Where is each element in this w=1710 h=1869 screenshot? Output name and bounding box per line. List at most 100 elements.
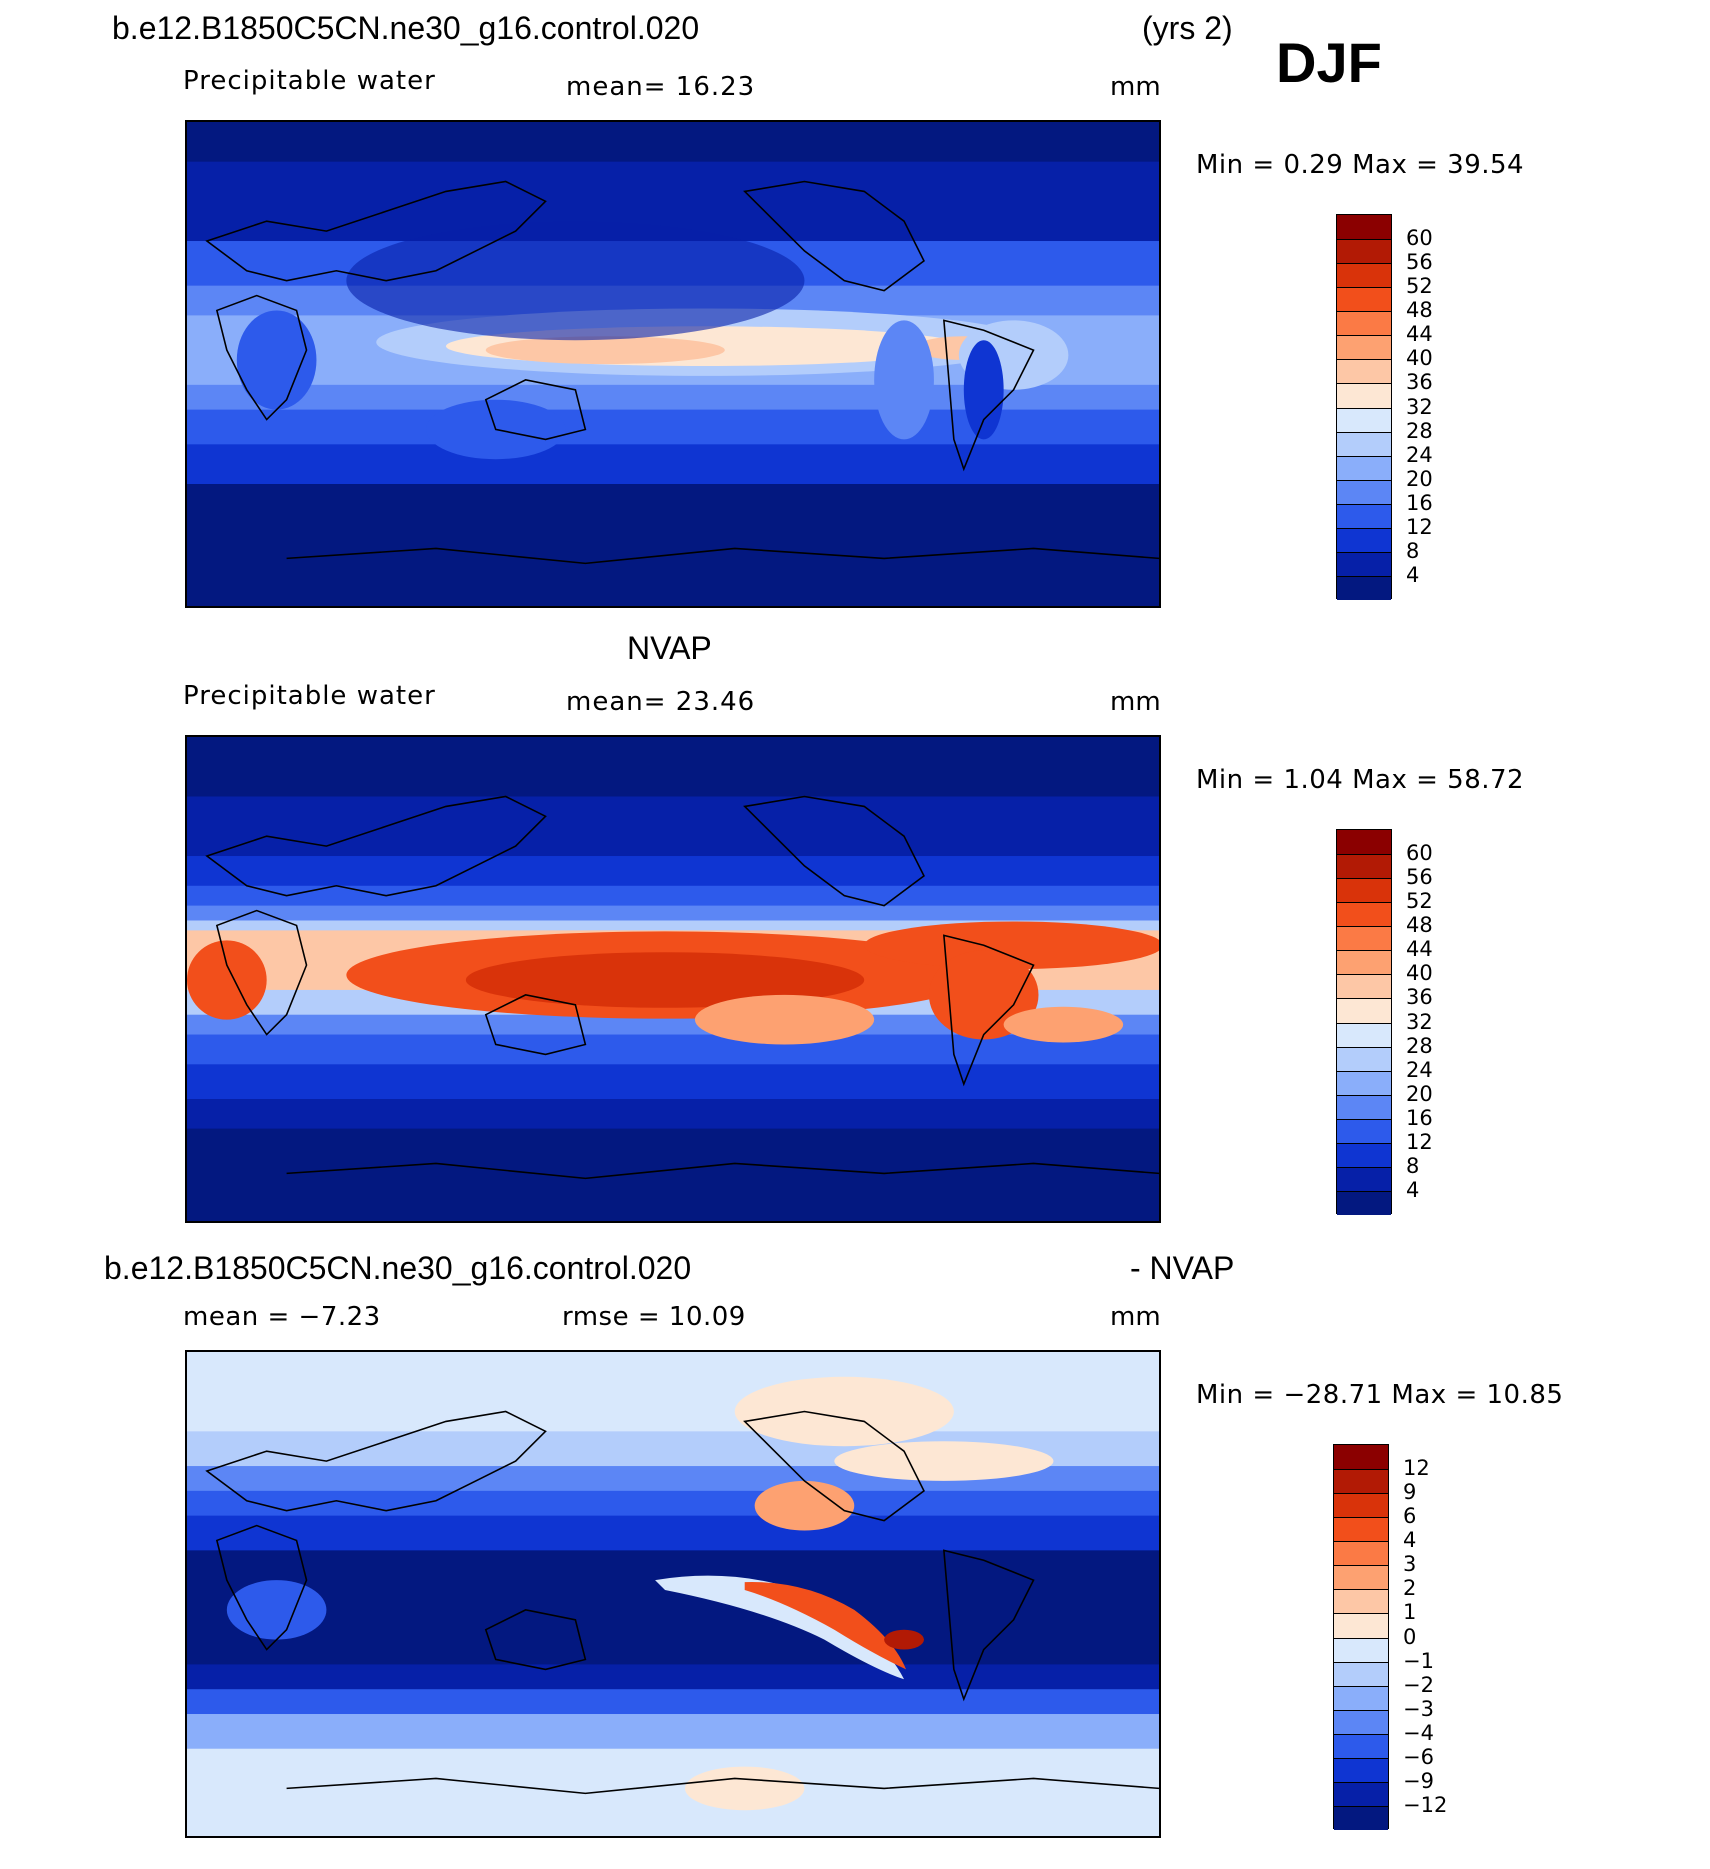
colorbar-tick-label: 52 [1406,274,1433,299]
colorbar-tick-label: 36 [1406,985,1433,1010]
colorbar-tick-label: 28 [1406,418,1433,443]
colorbar-box [1334,1805,1388,1830]
colorbar-tick-label: 8 [1406,1153,1420,1178]
colorbar-box [1337,575,1391,600]
colorbar-tick-label: 40 [1406,961,1433,986]
panel1-mean: mean= 16.23 [566,72,756,102]
colorbar-tick-label: 24 [1406,1057,1433,1082]
panel1-map-svg [187,122,1159,606]
colorbar-box [1337,854,1391,879]
colorbar-box [1334,1661,1388,1686]
colorbar-tick-label: 20 [1406,1081,1433,1106]
colorbar-tick-label: 60 [1406,226,1433,251]
panel2-map [185,735,1161,1223]
case-title: b.e12.B1850C5CN.ne30_g16.control.020 [112,10,700,46]
panel2-map-svg [187,737,1159,1221]
panel3-mean: mean = −7.23 [183,1302,381,1332]
colorbar-box [1337,1046,1391,1071]
colorbar-tick-label: −9 [1403,1768,1434,1793]
colorbar-box [1334,1469,1388,1494]
colorbar-box [1334,1445,1388,1470]
colorbar-box [1334,1637,1388,1662]
colorbar-box [1337,1166,1391,1191]
colorbar-box [1337,974,1391,999]
colorbar-tick-label: 48 [1406,298,1433,323]
panel3-title-right: - NVAP [1130,1250,1235,1286]
colorbar-box [1337,407,1391,432]
colorbar-box [1334,1493,1388,1518]
years-label: (yrs 2) [1142,10,1233,46]
colorbar-box [1334,1541,1388,1566]
colorbar-box [1334,1517,1388,1542]
colorbar-box [1337,359,1391,384]
colorbar-box [1337,950,1391,975]
colorbar-tick-label: 3 [1403,1552,1417,1577]
colorbar-box [1337,1142,1391,1167]
panel3-minmax: Min = −28.71 Max = 10.85 [1196,1380,1564,1410]
colorbar-box [1337,926,1391,951]
colorbar-box [1334,1685,1388,1710]
panel3-rmse: rmse = 10.09 [562,1302,746,1332]
panel1-map [185,120,1161,608]
panel2-colorbar [1336,829,1392,1215]
colorbar-box [1334,1733,1388,1758]
colorbar-box [1337,383,1391,408]
colorbar-box [1337,263,1391,288]
colorbar-box [1337,527,1391,552]
colorbar-tick-label: 12 [1406,1129,1433,1154]
colorbar-box [1337,1094,1391,1119]
colorbar-box [1334,1613,1388,1638]
colorbar-tick-label: 12 [1403,1456,1430,1481]
colorbar-tick-label: 56 [1406,865,1433,890]
colorbar-box [1337,287,1391,312]
colorbar-tick-label: −4 [1403,1720,1434,1745]
panel2-title: NVAP [627,630,712,666]
colorbar-box [1337,479,1391,504]
panel1-minmax: Min = 0.29 Max = 39.54 [1196,150,1525,180]
panel3-title-left: b.e12.B1850C5CN.ne30_g16.control.020 [104,1250,692,1286]
colorbar-tick-label: 6 [1403,1504,1417,1529]
colorbar-tick-label: 52 [1406,889,1433,914]
panel3-map-svg [187,1352,1159,1836]
colorbar-tick-label: −12 [1403,1792,1448,1817]
colorbar-tick-label: 2 [1403,1576,1417,1601]
panel1-colorbar [1336,214,1392,600]
colorbar-tick-label: 40 [1406,346,1433,371]
colorbar-tick-label: 44 [1406,322,1433,347]
colorbar-box [1337,455,1391,480]
colorbar-box [1337,1022,1391,1047]
colorbar-tick-label: 1 [1403,1600,1417,1625]
panel1-variable: Precipitable water [183,66,436,96]
colorbar-box [1337,311,1391,336]
colorbar-tick-label: −6 [1403,1744,1434,1769]
colorbar-tick-label: 28 [1406,1033,1433,1058]
colorbar-tick-label: 32 [1406,1009,1433,1034]
colorbar-box [1334,1565,1388,1590]
colorbar-box [1337,503,1391,528]
colorbar-tick-label: −2 [1403,1672,1434,1697]
colorbar-box [1334,1589,1388,1614]
colorbar-tick-label: 56 [1406,250,1433,275]
panel3-units: mm [1110,1302,1161,1332]
colorbar-tick-label: 0 [1403,1624,1417,1649]
colorbar-tick-label: 4 [1406,1177,1420,1202]
colorbar-tick-label: 24 [1406,442,1433,467]
colorbar-tick-label: 4 [1406,562,1420,587]
colorbar-box [1337,335,1391,360]
colorbar-box [1337,1118,1391,1143]
colorbar-tick-label: 60 [1406,841,1433,866]
colorbar-box [1337,902,1391,927]
colorbar-box [1337,998,1391,1023]
panel2-units: mm [1110,687,1161,717]
panel3-map [185,1350,1161,1838]
colorbar-box [1337,830,1391,855]
colorbar-box [1337,878,1391,903]
colorbar-box [1337,431,1391,456]
colorbar-box [1334,1781,1388,1806]
colorbar-tick-label: 16 [1406,1105,1433,1130]
colorbar-box [1334,1757,1388,1782]
colorbar-tick-label: 20 [1406,466,1433,491]
panel2-variable: Precipitable water [183,681,436,711]
colorbar-tick-label: 4 [1403,1528,1417,1553]
colorbar-tick-label: 16 [1406,490,1433,515]
